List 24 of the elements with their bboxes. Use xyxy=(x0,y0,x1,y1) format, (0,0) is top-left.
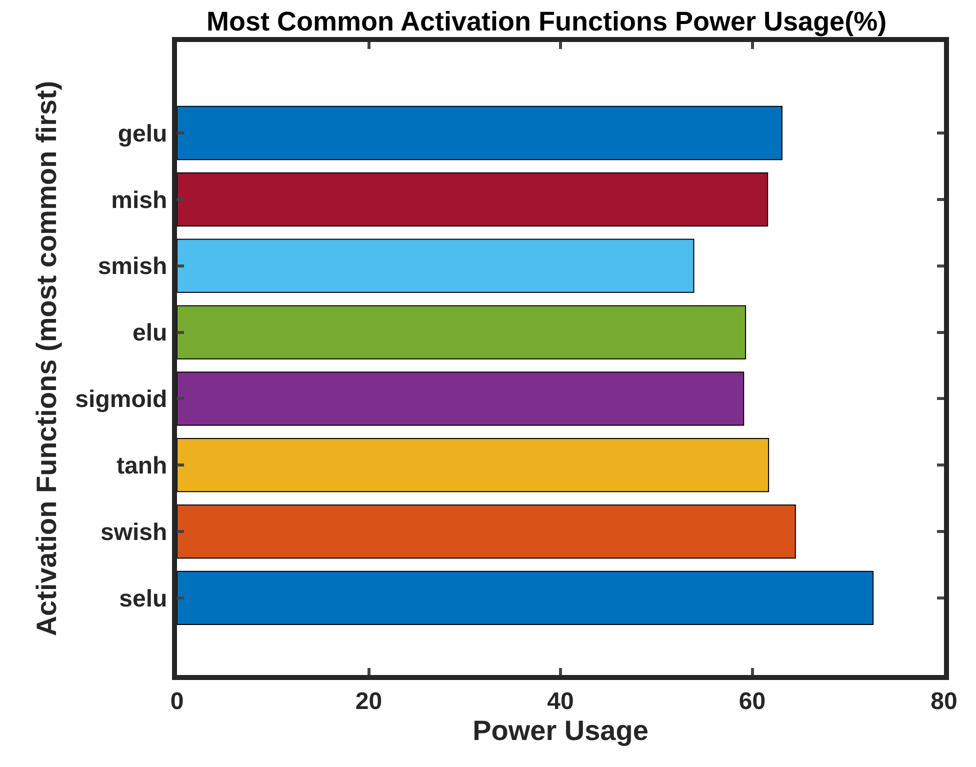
x-tick-label: 60 xyxy=(738,688,766,715)
y-tick-label: selu xyxy=(119,585,168,612)
y-tick-label: smish xyxy=(98,253,168,280)
y-tick-label: mish xyxy=(111,186,168,214)
bar xyxy=(177,372,744,426)
x-tick-label: 80 xyxy=(930,688,958,715)
y-tick-label: tanh xyxy=(116,452,168,480)
y-tick-label: gelu xyxy=(118,120,168,148)
bar xyxy=(177,570,874,626)
x-axis-title: Power Usage xyxy=(472,714,648,746)
chart-title: Most Common Activation Functions Power Usage(%) xyxy=(206,6,887,36)
x-tick-label: 20 xyxy=(355,688,382,715)
y-tick-label: swish xyxy=(100,518,168,546)
y-tick-label: sigmoid xyxy=(75,386,168,414)
bar xyxy=(177,438,770,492)
bar xyxy=(177,305,746,360)
x-tick-label: 0 xyxy=(170,688,184,715)
bar xyxy=(177,106,782,160)
y-axis-title: Activation Functions (most common first) xyxy=(30,80,62,636)
bar xyxy=(177,172,768,226)
y-tick-label: elu xyxy=(132,320,168,347)
bar xyxy=(177,238,694,293)
x-tick-label: 40 xyxy=(547,688,574,715)
bar xyxy=(177,504,796,559)
